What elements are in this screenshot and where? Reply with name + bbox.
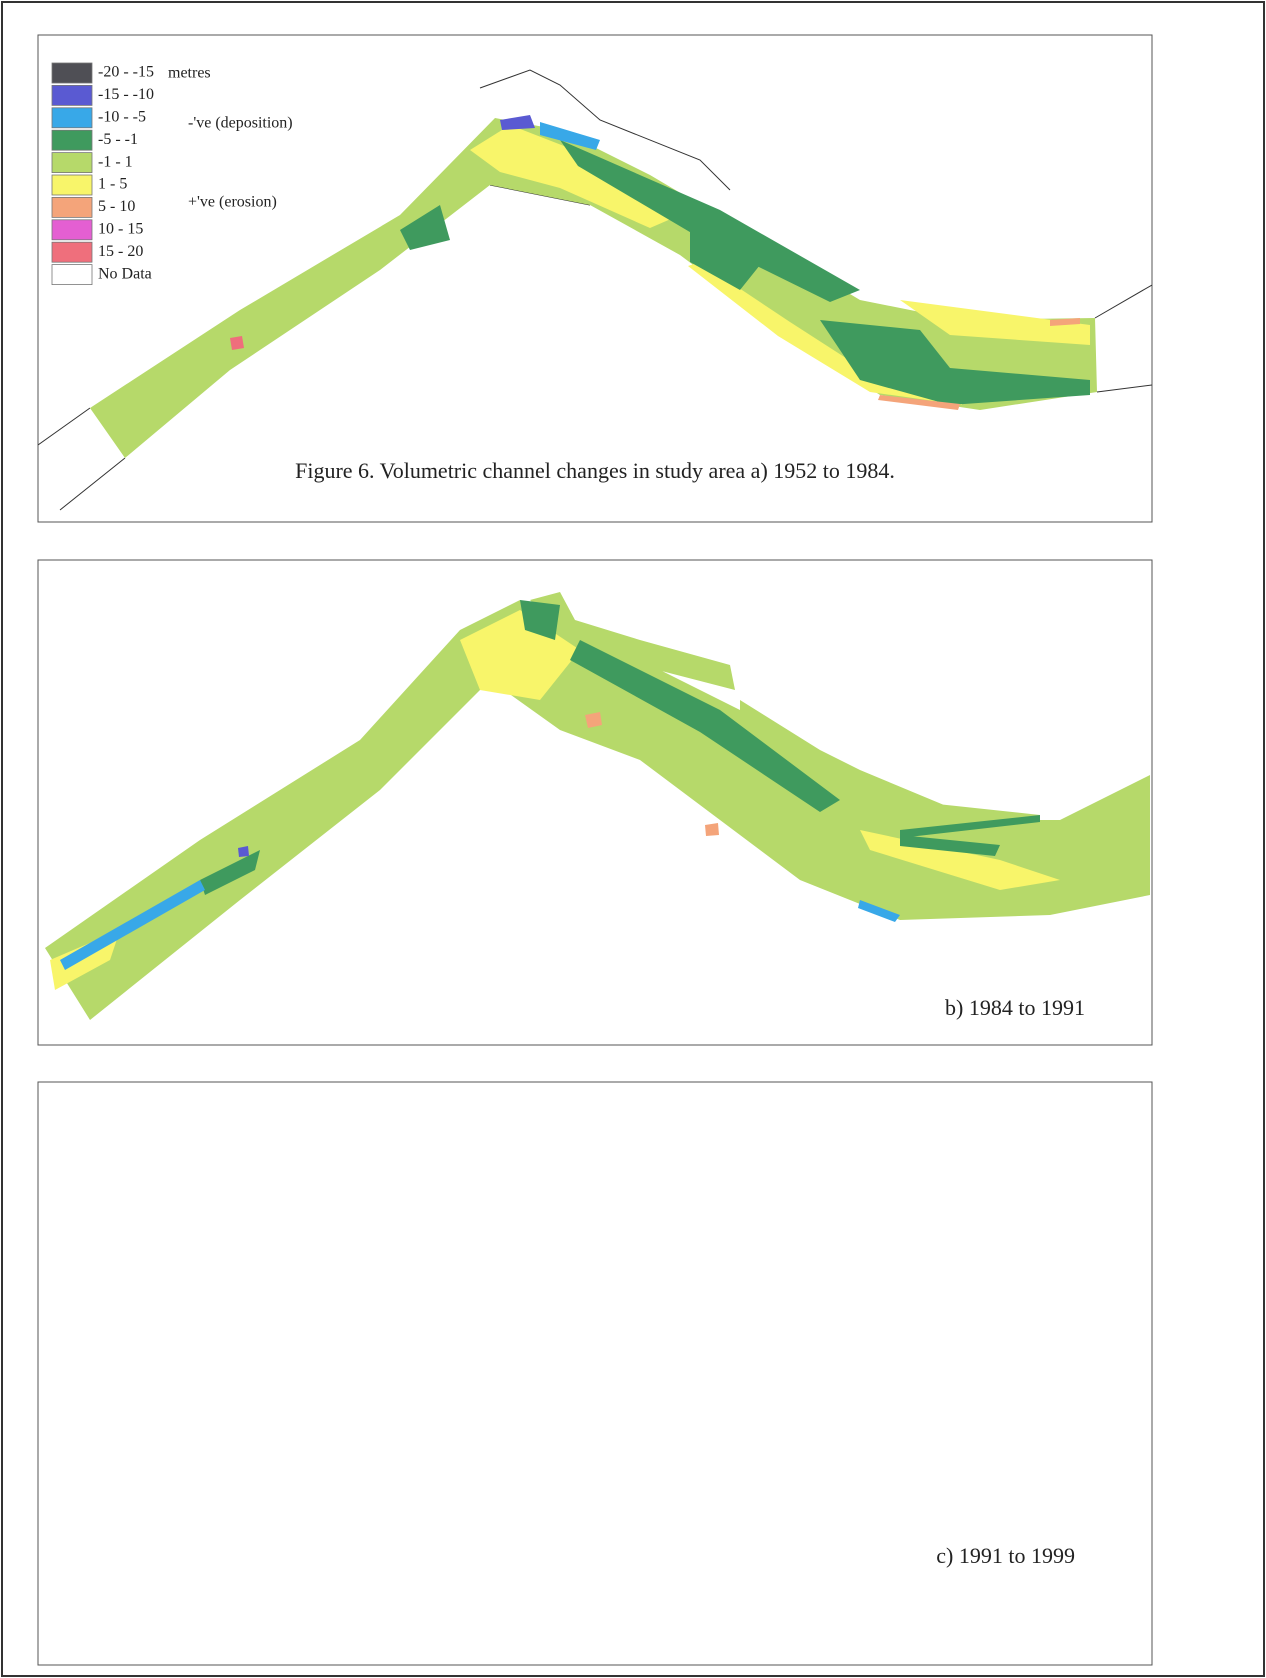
legend-label: 5 - 10 — [98, 198, 135, 215]
legend-swatch — [52, 175, 92, 195]
legend-label: -20 - -15 — [98, 64, 154, 81]
legend-swatch — [52, 265, 92, 285]
legend-label: 10 - 15 — [98, 220, 143, 237]
legend-label: -15 - -10 — [98, 86, 154, 103]
legend-swatch — [52, 153, 92, 173]
legend-note: -'ve (deposition) — [188, 115, 293, 132]
figure: Figure 6. Volumetric channel changes in … — [0, 0, 1266, 1678]
legend-label: 15 - 20 — [98, 243, 143, 260]
page: {"legend": {"unit": "metres", "items": [… — [0, 0, 1266, 1678]
river-zone — [230, 336, 244, 350]
caption: Figure 6. Volumetric channel changes in … — [295, 458, 895, 483]
legend-swatch — [52, 85, 92, 105]
legend-label: 1 - 5 — [98, 176, 127, 193]
legend-label: -5 - -1 — [98, 131, 138, 148]
legend-swatch — [52, 220, 92, 240]
legend-swatch — [52, 130, 92, 150]
panel-frame — [38, 35, 1152, 522]
caption: c) 1991 to 1999 — [936, 1543, 1075, 1568]
legend-unit: metres — [168, 65, 211, 82]
legend-label: -1 - 1 — [98, 153, 133, 170]
legend-swatch — [52, 197, 92, 217]
legend-note: +'ve (erosion) — [188, 194, 277, 211]
legend-swatch — [52, 63, 92, 83]
caption: b) 1984 to 1991 — [945, 995, 1085, 1020]
legend-label: -10 - -5 — [98, 108, 146, 125]
panel-frame — [38, 1082, 1152, 1665]
legend-swatch — [52, 242, 92, 262]
legend-swatch — [52, 108, 92, 128]
legend-label: No Data — [98, 265, 152, 282]
